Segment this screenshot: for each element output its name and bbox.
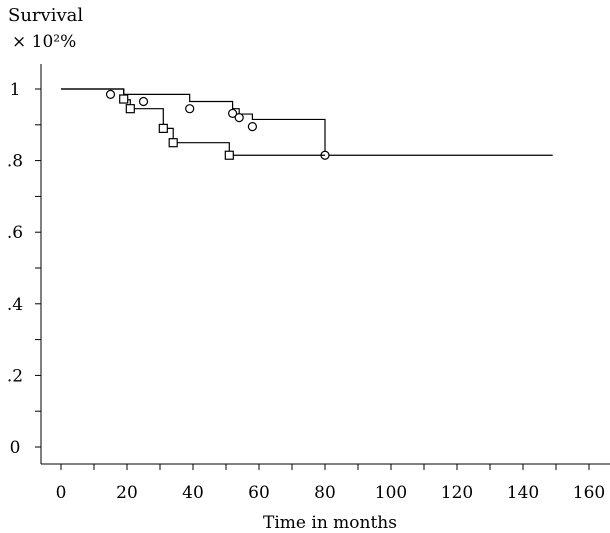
censor-marker-square [158, 123, 168, 133]
x-tick-label: 40 [182, 483, 204, 503]
x-tick-label: 140 [507, 483, 539, 503]
y-tick-label: .6 [7, 223, 23, 243]
y-tick-label: 1 [10, 80, 21, 100]
y-tick-label: .2 [7, 366, 23, 386]
x-tick-label: 100 [375, 483, 407, 503]
censor-marker-square [119, 94, 129, 104]
x-tick-label: 60 [248, 483, 270, 503]
survival-step-line [61, 88, 553, 156]
series-1 [61, 88, 553, 160]
x-tick-label: 160 [573, 483, 605, 503]
survival-step-line [61, 88, 325, 156]
censor-marker-square [224, 150, 234, 160]
censor-marker-circle [185, 104, 195, 114]
censor-marker-square [125, 104, 135, 114]
series-2 [61, 88, 325, 160]
censor-marker-circle [247, 121, 257, 132]
y-tick-label: .8 [7, 152, 23, 172]
censor-marker-circle [138, 96, 149, 107]
x-axis-title: Time in months [263, 513, 397, 533]
y-axis-title: Survival [8, 5, 84, 26]
axes: 0 20 40 60 80 100 120 140 160 0 .2 .4 .6 .8 1 [7, 64, 610, 503]
x-tick-label: 20 [116, 483, 138, 503]
y-tick-label: 0 [10, 438, 21, 458]
censor-marker-circle [105, 89, 116, 99]
x-tick-label: 120 [441, 483, 473, 503]
censor-marker-circle [234, 113, 244, 123]
censor-marker-square [168, 138, 178, 148]
x-tick-label: 0 [56, 483, 67, 503]
x-tick-label: 80 [314, 483, 336, 503]
series-group [61, 88, 553, 160]
censor-marker-circle [228, 108, 238, 118]
y-axis-unit: × 10²% [12, 32, 77, 52]
y-tick-label: .4 [7, 295, 23, 315]
